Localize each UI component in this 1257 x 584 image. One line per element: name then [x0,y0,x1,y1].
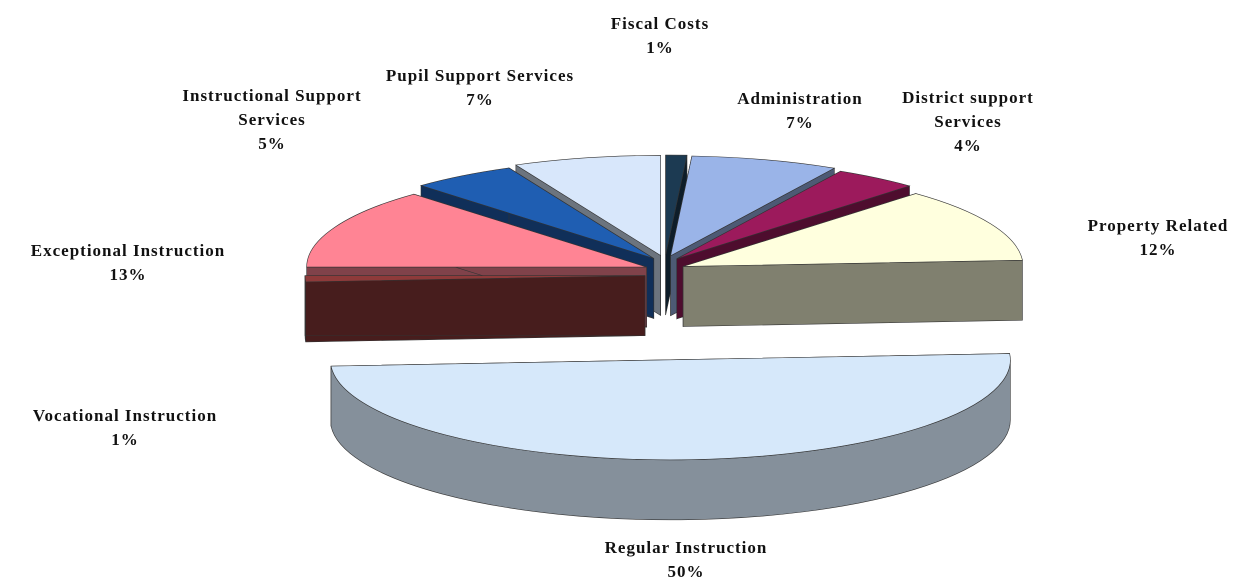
value-label: 4% [954,136,982,155]
category-name: Property Related [1087,216,1229,235]
value-label: 50% [667,562,705,581]
value-label: 12% [1139,240,1177,259]
category-name: Exceptional Instruction [30,241,226,260]
slice-wall [304,275,306,342]
pie-slice [304,275,646,343]
slice-top [304,275,646,283]
slice-top [306,193,647,268]
category-name: Pupil Support Services [385,66,575,85]
slice-label: Instructional Support Services 5% [152,84,392,156]
slice-label: Regular Instruction 50% [556,536,816,584]
slice-top [419,167,654,259]
value-label: 1% [111,430,139,449]
slice-label: Exceptional Instruction 13% [0,239,258,287]
pie-slice [330,353,1011,521]
slice-label: District support Services 4% [878,86,1058,158]
slice-side [304,275,646,336]
value-label: 5% [258,134,286,153]
category-name: District support Services [902,88,1034,131]
slice-top [665,154,688,256]
value-label: 7% [786,113,814,132]
slice-top [676,170,911,260]
category-name: Regular Instruction [604,538,768,557]
slice-label: Administration 7% [700,87,900,135]
category-name: Instructional Support Services [182,86,362,129]
slice-label: Vocational Instruction 1% [0,404,255,452]
slice-top [683,193,1023,267]
slice-top [515,155,661,257]
category-name: Administration [737,89,863,108]
value-label: 13% [109,265,147,284]
slice-label: Property Related 12% [1058,214,1257,262]
slice-label: Pupil Support Services 7% [350,64,610,112]
category-name: Vocational Instruction [32,406,218,425]
value-label: 7% [466,90,494,109]
category-name: Fiscal Costs [610,14,710,33]
slice-side [682,259,1023,327]
slice-top [670,155,836,257]
slice-top [330,353,1011,461]
slice-label: Fiscal Costs 1% [560,12,760,60]
pie-slice [682,193,1023,327]
value-label: 1% [646,38,674,57]
